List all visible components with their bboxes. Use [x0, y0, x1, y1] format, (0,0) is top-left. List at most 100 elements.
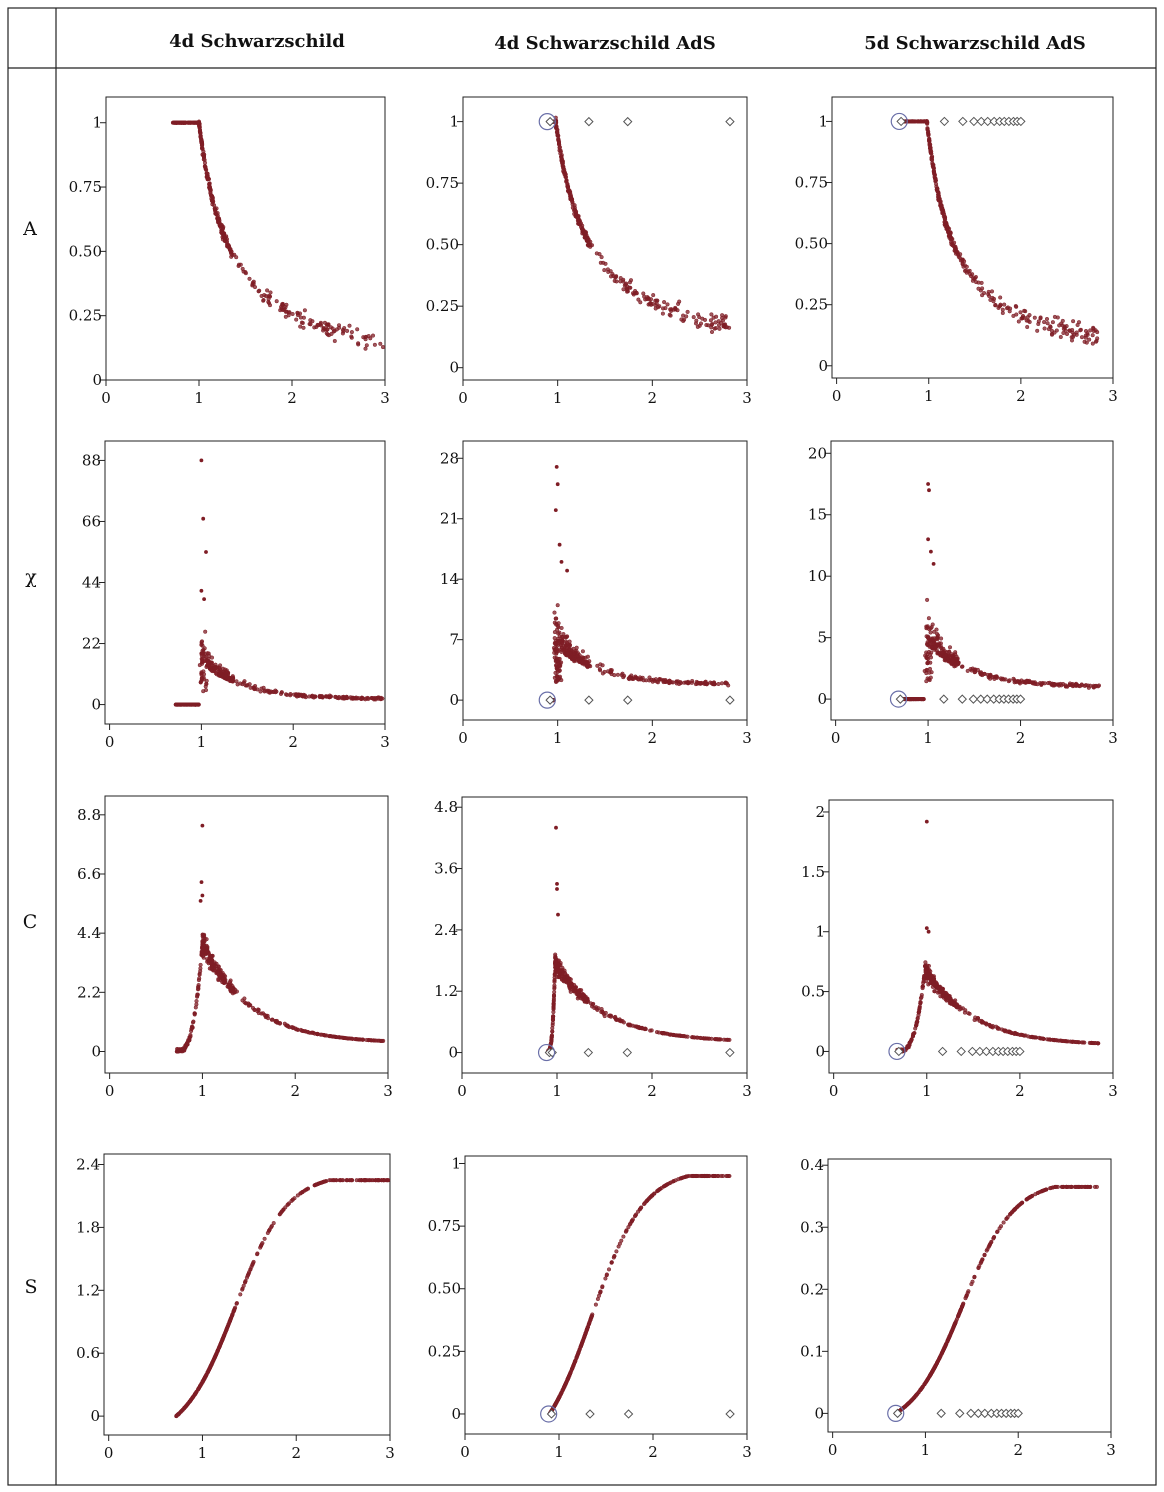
data-point: [294, 692, 299, 697]
data-point: [1003, 677, 1008, 682]
data-point: [929, 650, 934, 655]
data-point: [197, 127, 203, 132]
y-tick-label: 0: [817, 690, 827, 708]
data-point: [569, 981, 574, 986]
data-point: [271, 1221, 276, 1226]
data-point: [209, 668, 214, 673]
panel-A-4dAdS: 0 1 2 300.250.500.751: [426, 96, 752, 407]
data-point: [226, 670, 231, 675]
data-point: [717, 326, 722, 331]
data-point: [638, 300, 643, 305]
data-point: [709, 312, 714, 317]
data-point: [373, 1038, 378, 1043]
open-diamond-marker: [585, 1409, 595, 1419]
data-point: [364, 696, 369, 701]
y-tick-label: 7: [449, 631, 459, 649]
data-point: [556, 1396, 561, 1401]
x-tick-label: 2: [1016, 729, 1026, 747]
data-point: [299, 1028, 305, 1033]
data-point: [192, 1011, 197, 1016]
y-tick-label: 0.3: [800, 1218, 824, 1236]
data-point: [627, 280, 633, 285]
data-point: [943, 220, 949, 225]
data-point: [909, 1037, 914, 1043]
data-point: [926, 132, 931, 137]
data-point: [1081, 1040, 1086, 1045]
data-point: [1001, 1028, 1007, 1033]
data-point: [1058, 334, 1063, 340]
data-point: [559, 643, 564, 648]
data-point: [953, 650, 958, 655]
data-point: [623, 282, 628, 287]
data-point: [623, 1229, 628, 1234]
x-tick-label: 3: [742, 1082, 752, 1100]
data-point: [1062, 325, 1067, 330]
data-point: [671, 1179, 676, 1184]
x-tick-label: 0: [457, 1082, 467, 1100]
plot-frame: [831, 96, 1114, 379]
data-point: [927, 137, 932, 142]
data-point: [721, 1037, 727, 1042]
x-tick-label: 3: [380, 733, 390, 751]
data-point: [606, 269, 611, 274]
data-point: [336, 696, 341, 701]
open-diamond-marker: [545, 116, 555, 127]
data-point: [612, 673, 617, 678]
data-point: [200, 932, 205, 937]
data-point: [310, 319, 315, 324]
x-tick-label: 2: [1016, 387, 1026, 405]
data-point: [606, 1267, 612, 1272]
panel-S-5dAdS: 0 1 2 300.10.20.30.4: [800, 1156, 1116, 1459]
data-point: [594, 251, 599, 256]
y-tick-label: 0.1: [800, 1342, 824, 1360]
data-point: [295, 1193, 300, 1198]
data-point: [663, 306, 668, 311]
data-point: [308, 322, 313, 327]
y-tick-label: 3.6: [434, 860, 458, 878]
data-point: [331, 329, 336, 334]
data-point: [196, 120, 201, 125]
data-point: [676, 301, 681, 306]
data-point: [943, 653, 948, 658]
data-point: [558, 639, 563, 644]
data-point: [614, 279, 619, 284]
data-point: [554, 125, 559, 130]
data-point: [1024, 318, 1029, 323]
data-point: [692, 1035, 697, 1040]
data-point: [690, 678, 695, 684]
data-point: [614, 1017, 619, 1022]
plot-frame: [827, 1158, 1112, 1433]
data-point: [1023, 309, 1028, 314]
plot-frame: [462, 96, 748, 381]
data-point: [261, 298, 266, 303]
plot-frame: [105, 96, 386, 381]
data-point: [324, 694, 329, 699]
data-point: [298, 315, 303, 320]
data-point: [353, 1037, 358, 1042]
data-point: [953, 998, 958, 1003]
outlier-point: [204, 550, 208, 554]
data-point: [925, 597, 930, 602]
data-point: [1050, 320, 1055, 325]
data-point: [206, 951, 211, 956]
data-point: [1077, 684, 1082, 689]
data-point: [359, 695, 364, 700]
data-point: [321, 326, 326, 331]
data-point: [1083, 328, 1089, 334]
y-tick-label: 0.50: [795, 235, 828, 253]
data-point: [594, 1006, 599, 1011]
data-point: [604, 1273, 609, 1278]
data-point: [222, 979, 227, 985]
data-point: [362, 1178, 367, 1183]
data-point: [580, 649, 585, 654]
x-tick-label: 1: [552, 1082, 562, 1100]
data-point: [726, 1173, 731, 1179]
data-point: [1035, 328, 1040, 333]
data-point: [576, 988, 581, 993]
x-tick-label: 1: [553, 729, 563, 747]
data-point: [947, 226, 952, 231]
data-point: [940, 208, 945, 214]
data-point: [247, 276, 252, 281]
data-point: [932, 173, 938, 178]
data-point: [946, 995, 951, 1000]
